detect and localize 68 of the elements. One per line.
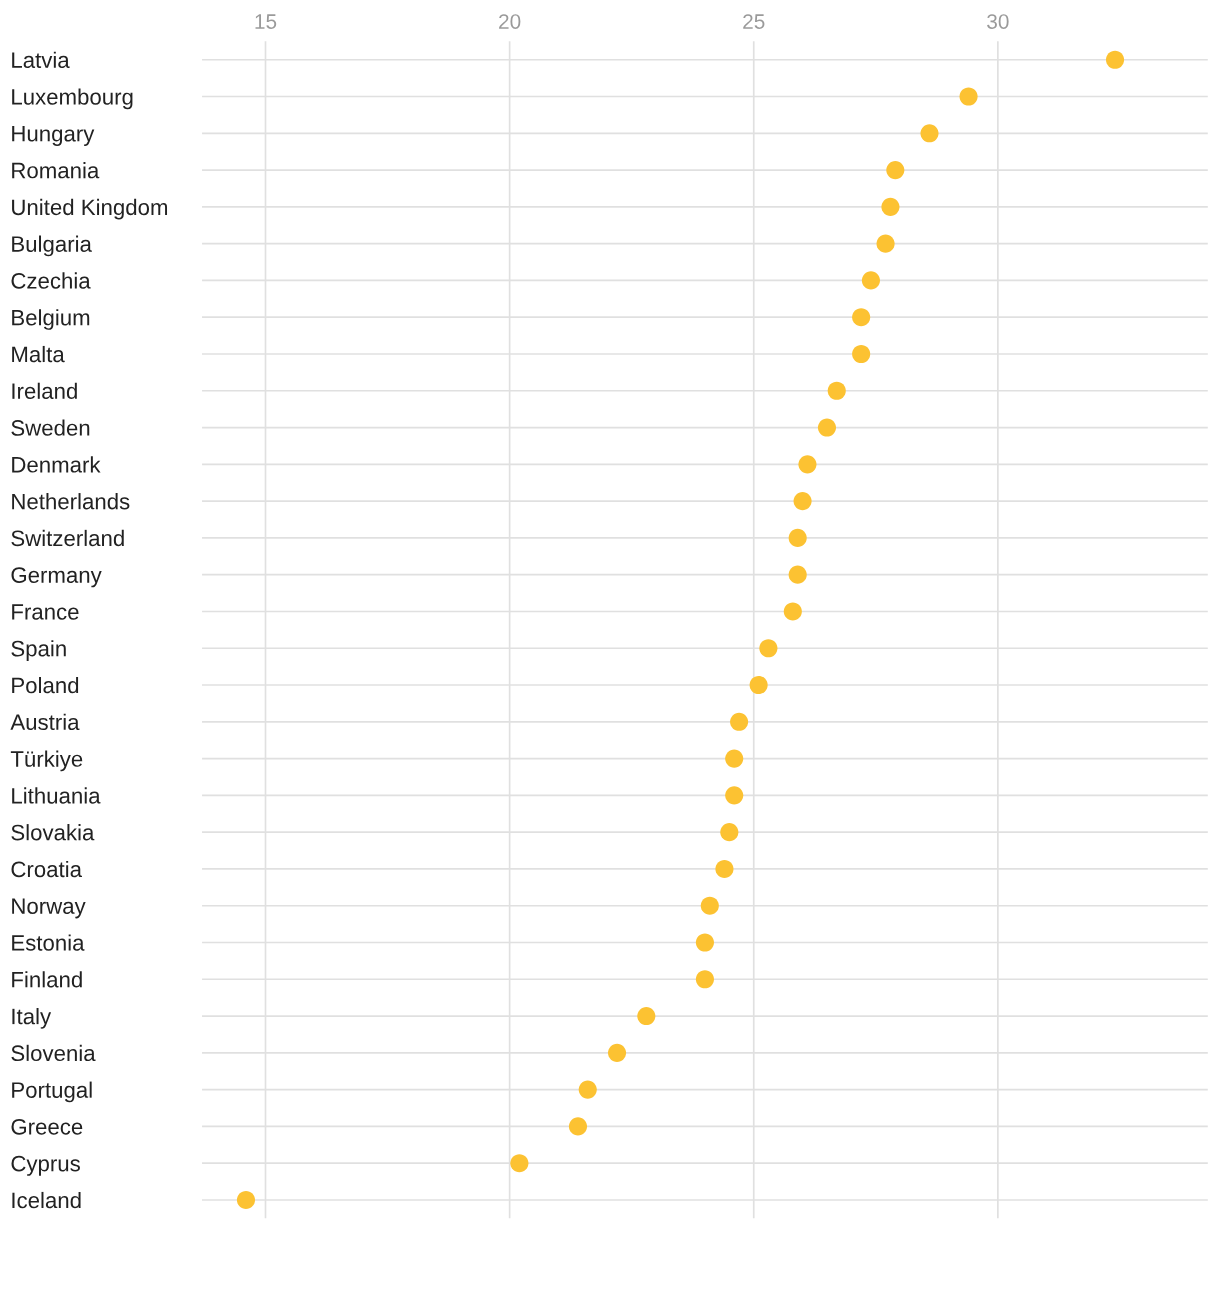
point: [730, 712, 749, 731]
point: [876, 234, 895, 253]
y-tick-label: Italy: [12, 1008, 52, 1029]
y-tick-label: Portugal: [12, 1081, 92, 1103]
point: [700, 896, 719, 915]
y-tick-label: Ireland: [12, 382, 77, 400]
y-tick-label: United Kingdom: [12, 198, 168, 220]
point: [861, 271, 880, 290]
y-tick-label: Finland: [12, 971, 82, 988]
point: [637, 1007, 656, 1026]
point: [783, 602, 802, 621]
point: [852, 308, 871, 327]
point: [886, 161, 905, 180]
y-tick-label: Belgium: [12, 309, 90, 330]
point: [1105, 50, 1125, 69]
point: [817, 418, 837, 437]
point: [749, 675, 768, 695]
y-tick-label: Bulgaria: [12, 235, 92, 257]
x-tick-label: 30: [987, 14, 1009, 29]
y-tick-label: Poland: [12, 676, 79, 694]
point: [793, 492, 812, 511]
point: [720, 823, 739, 842]
y-tick-label: Cyprus: [11, 1155, 80, 1176]
point: [695, 970, 714, 989]
point: [236, 1190, 256, 1210]
point: [510, 1154, 529, 1173]
y-tick-label: Netherlands: [12, 493, 130, 510]
point: [920, 124, 939, 143]
y-tick-label: Romania: [12, 162, 100, 179]
y-tick-label: Greece: [11, 1118, 83, 1135]
y-tick-label: Estonia: [12, 934, 85, 951]
y-tick-label: Lithuania: [12, 787, 101, 804]
y-tick-label: Czechia: [11, 272, 91, 289]
y-tick-label: France: [12, 604, 79, 620]
y-tick-label: Spain: [11, 640, 66, 661]
point: [695, 933, 714, 952]
y-tick-label: Germany: [11, 567, 102, 588]
point: [959, 87, 978, 106]
y-tick-label: Luxembourg: [12, 88, 133, 110]
y-tick-label: Switzerland: [11, 529, 124, 547]
point: [759, 639, 778, 658]
x-tick-label: 15: [255, 14, 277, 29]
y-tick-label: Austria: [10, 713, 80, 731]
point: [881, 197, 900, 216]
y-tick-label: Croatia: [11, 860, 82, 878]
point: [715, 859, 734, 878]
point: [798, 455, 817, 474]
y-tick-label: Malta: [12, 345, 65, 363]
y-tick-label: Sweden: [11, 419, 90, 436]
y-tick-label: Slovenia: [11, 1044, 96, 1062]
x-tick-label: 25: [743, 14, 765, 29]
y-tick-label: Hungary: [12, 126, 95, 146]
point: [788, 528, 807, 547]
point: [725, 786, 744, 805]
y-tick-label: Türkiye: [10, 750, 83, 772]
y-tick-label: Slovakia: [11, 824, 95, 841]
y-tick-label: Latvia: [12, 51, 70, 69]
x-tick-label: 20: [499, 14, 521, 29]
point: [725, 749, 744, 768]
point: [607, 1043, 627, 1062]
point: [827, 381, 846, 400]
point: [568, 1117, 588, 1136]
point: [788, 565, 807, 584]
y-tick-label: Norway: [12, 898, 86, 919]
y-tick-label: Denmark: [12, 456, 101, 473]
point: [852, 344, 871, 364]
y-tick-label: Iceland: [12, 1191, 81, 1209]
point: [578, 1080, 597, 1099]
